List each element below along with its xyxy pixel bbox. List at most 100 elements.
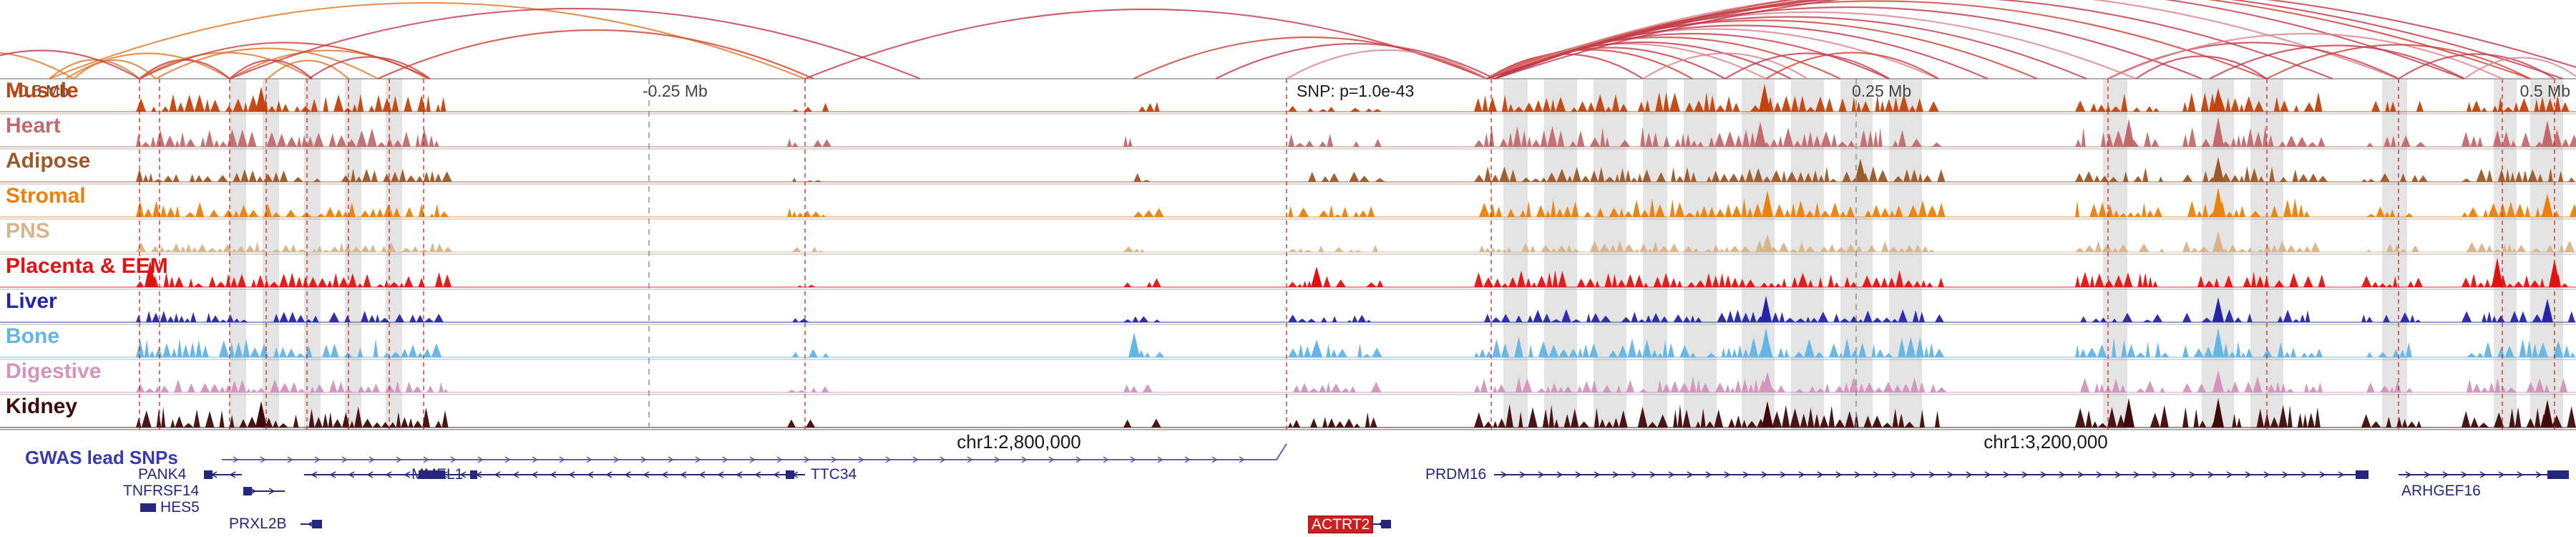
gene-label-mmel1[interactable]: MMEL1 bbox=[411, 466, 464, 483]
gene-label-prxl2b[interactable]: PRXL2B bbox=[229, 516, 287, 532]
gwas-arrow-icon bbox=[477, 456, 484, 463]
gene-strand-arrow-icon bbox=[2461, 471, 2468, 478]
interaction-arc bbox=[65, 52, 230, 79]
gwas-arrow-icon bbox=[1130, 456, 1136, 463]
gene-strand-arrow-icon bbox=[2114, 471, 2122, 478]
track-label-stromal[interactable]: Stromal bbox=[6, 184, 86, 208]
axis-label-plus-quarter-mb: 0.25 Mb bbox=[1852, 82, 1912, 100]
interaction-arc bbox=[73, 59, 157, 79]
interaction-arc bbox=[139, 42, 431, 79]
gene-strand-arrow-icon bbox=[2405, 471, 2412, 478]
gwas-arrow-icon bbox=[559, 456, 565, 463]
gene-strand-arrow-icon bbox=[2077, 471, 2084, 478]
track-label-adipose[interactable]: Adipose bbox=[6, 149, 91, 173]
gene-exon-ttc34 bbox=[786, 470, 794, 479]
interaction-arc bbox=[1133, 37, 1488, 79]
track-label-liver[interactable]: Liver bbox=[6, 289, 57, 313]
gwas-arrow-icon bbox=[396, 456, 402, 463]
track-label-bone[interactable]: Bone bbox=[6, 324, 59, 348]
gene-strand-arrow-icon bbox=[1649, 471, 1657, 478]
gwas-arrow-icon bbox=[776, 456, 783, 463]
signal-peak-heart bbox=[1755, 122, 1766, 147]
gene-strand-arrow-icon bbox=[268, 488, 275, 495]
signal-peak-stromal bbox=[2542, 193, 2553, 217]
track-label-pns[interactable]: PNS bbox=[6, 219, 50, 243]
gene-strand-arrow-icon bbox=[1984, 471, 1991, 478]
gene-exon-ttc34 bbox=[470, 470, 477, 479]
gene-strand-arrow-icon bbox=[1780, 471, 1787, 478]
gene-label-pank4[interactable]: PANK4 bbox=[138, 466, 187, 483]
gene-label-arhgef16[interactable]: ARHGEF16 bbox=[2401, 483, 2481, 499]
gwas-arrow-icon bbox=[1157, 456, 1163, 463]
signal-peak-kidney bbox=[2542, 400, 2553, 427]
signal-track-muscle bbox=[0, 92, 2576, 112]
signal-peak-adipose bbox=[2212, 157, 2224, 182]
interaction-arc bbox=[49, 59, 140, 79]
gene-label-prdm16[interactable]: PRDM16 bbox=[1425, 466, 1487, 483]
gene-exon-prxl2b bbox=[312, 520, 322, 528]
interaction-arc bbox=[229, 7, 921, 80]
gene-strand-arrow-icon bbox=[1947, 471, 1954, 478]
track-label-digestive[interactable]: Digestive bbox=[6, 359, 102, 383]
signal-peak-heart bbox=[2212, 117, 2224, 147]
gene-label-tnfrsf14[interactable]: TNFRSF14 bbox=[123, 483, 200, 499]
gene-strand-arrow-icon bbox=[1910, 471, 1917, 478]
interaction-arc bbox=[2464, 57, 2576, 79]
gene-strand-arrow-icon bbox=[2517, 471, 2524, 478]
gwas-arrow-icon bbox=[912, 456, 919, 463]
signal-peak-placenta-eem bbox=[145, 261, 156, 287]
gwas-arrow-icon bbox=[831, 456, 837, 463]
signal-peak-muscle bbox=[1759, 84, 1770, 112]
gene-strand-arrow-icon bbox=[459, 471, 467, 478]
interaction-arc bbox=[1494, 0, 2576, 80]
gene-label-ttc34[interactable]: TTC34 bbox=[811, 466, 857, 483]
interaction-arc bbox=[308, 56, 431, 79]
signal-peak-muscle bbox=[2212, 88, 2224, 112]
gene-strand-arrow-icon bbox=[494, 471, 501, 478]
gene-strand-arrow-icon bbox=[531, 471, 538, 478]
signal-peak-bone bbox=[1128, 332, 1140, 357]
axis-label-minus-half-mb: -0.5 Mb bbox=[13, 82, 69, 100]
gwas-arrow-icon bbox=[885, 456, 892, 463]
gwas-lead-snps-label[interactable]: GWAS lead SNPs bbox=[25, 447, 178, 468]
gene-strand-arrow-icon bbox=[1798, 471, 1805, 478]
signal-peak-bone bbox=[1311, 339, 1322, 357]
gene-strand-arrow-icon bbox=[2133, 471, 2140, 478]
gene-strand-arrow-icon bbox=[2170, 471, 2177, 478]
axis-label-plus-half-mb: 0.5 Mb bbox=[2519, 82, 2570, 100]
gene-strand-arrow-icon bbox=[2245, 471, 2252, 478]
gene-strand-arrow-icon bbox=[2479, 471, 2487, 478]
gene-strand-arrow-icon bbox=[2498, 471, 2505, 478]
track-label-kidney[interactable]: Kidney bbox=[6, 395, 78, 418]
signal-peak-stromal bbox=[2212, 188, 2224, 217]
signal-peak-heart bbox=[2123, 119, 2135, 147]
signal-track-placenta-eem bbox=[0, 270, 2576, 287]
signal-peak-placenta-eem bbox=[1311, 266, 1322, 287]
signal-track-stromal bbox=[0, 198, 2576, 217]
gene-strand-arrow-icon bbox=[698, 471, 706, 478]
gene-strand-arrow-icon bbox=[1928, 471, 1936, 478]
gene-strand-arrow-icon bbox=[1817, 471, 1824, 478]
gwas-arrow-icon bbox=[233, 456, 239, 463]
signal-peak-kidney bbox=[2212, 398, 2224, 427]
gwas-arrow-icon bbox=[722, 456, 728, 463]
gene-strand-arrow-icon bbox=[2535, 471, 2542, 478]
signal-peak-pns bbox=[2212, 231, 2224, 252]
gene-strand-arrow-icon bbox=[229, 471, 236, 478]
gene-strand-arrow-icon bbox=[717, 471, 724, 478]
gwas-arrow-icon bbox=[804, 456, 810, 463]
track-label-placenta-eem[interactable]: Placenta & EEM bbox=[6, 254, 168, 278]
signal-peak-pns bbox=[1762, 234, 1773, 252]
gene-strand-arrow-icon bbox=[1724, 471, 1731, 478]
track-label-muscle[interactable]: Muscle bbox=[6, 79, 79, 102]
gwas-arrow-icon bbox=[668, 456, 674, 463]
signal-peak-kidney bbox=[1762, 401, 1773, 427]
gene-label-hes5[interactable]: HES5 bbox=[160, 499, 200, 516]
gene-strand-arrow-icon bbox=[2263, 471, 2270, 478]
gene-label-actrt2[interactable]: ACTRT2 bbox=[1308, 516, 1374, 534]
signal-peak-digestive bbox=[2212, 370, 2224, 392]
track-label-heart[interactable]: Heart bbox=[6, 114, 61, 137]
interaction-arc bbox=[0, 49, 140, 79]
interaction-arc bbox=[0, 52, 74, 79]
gwas-arrow-icon bbox=[613, 456, 620, 463]
